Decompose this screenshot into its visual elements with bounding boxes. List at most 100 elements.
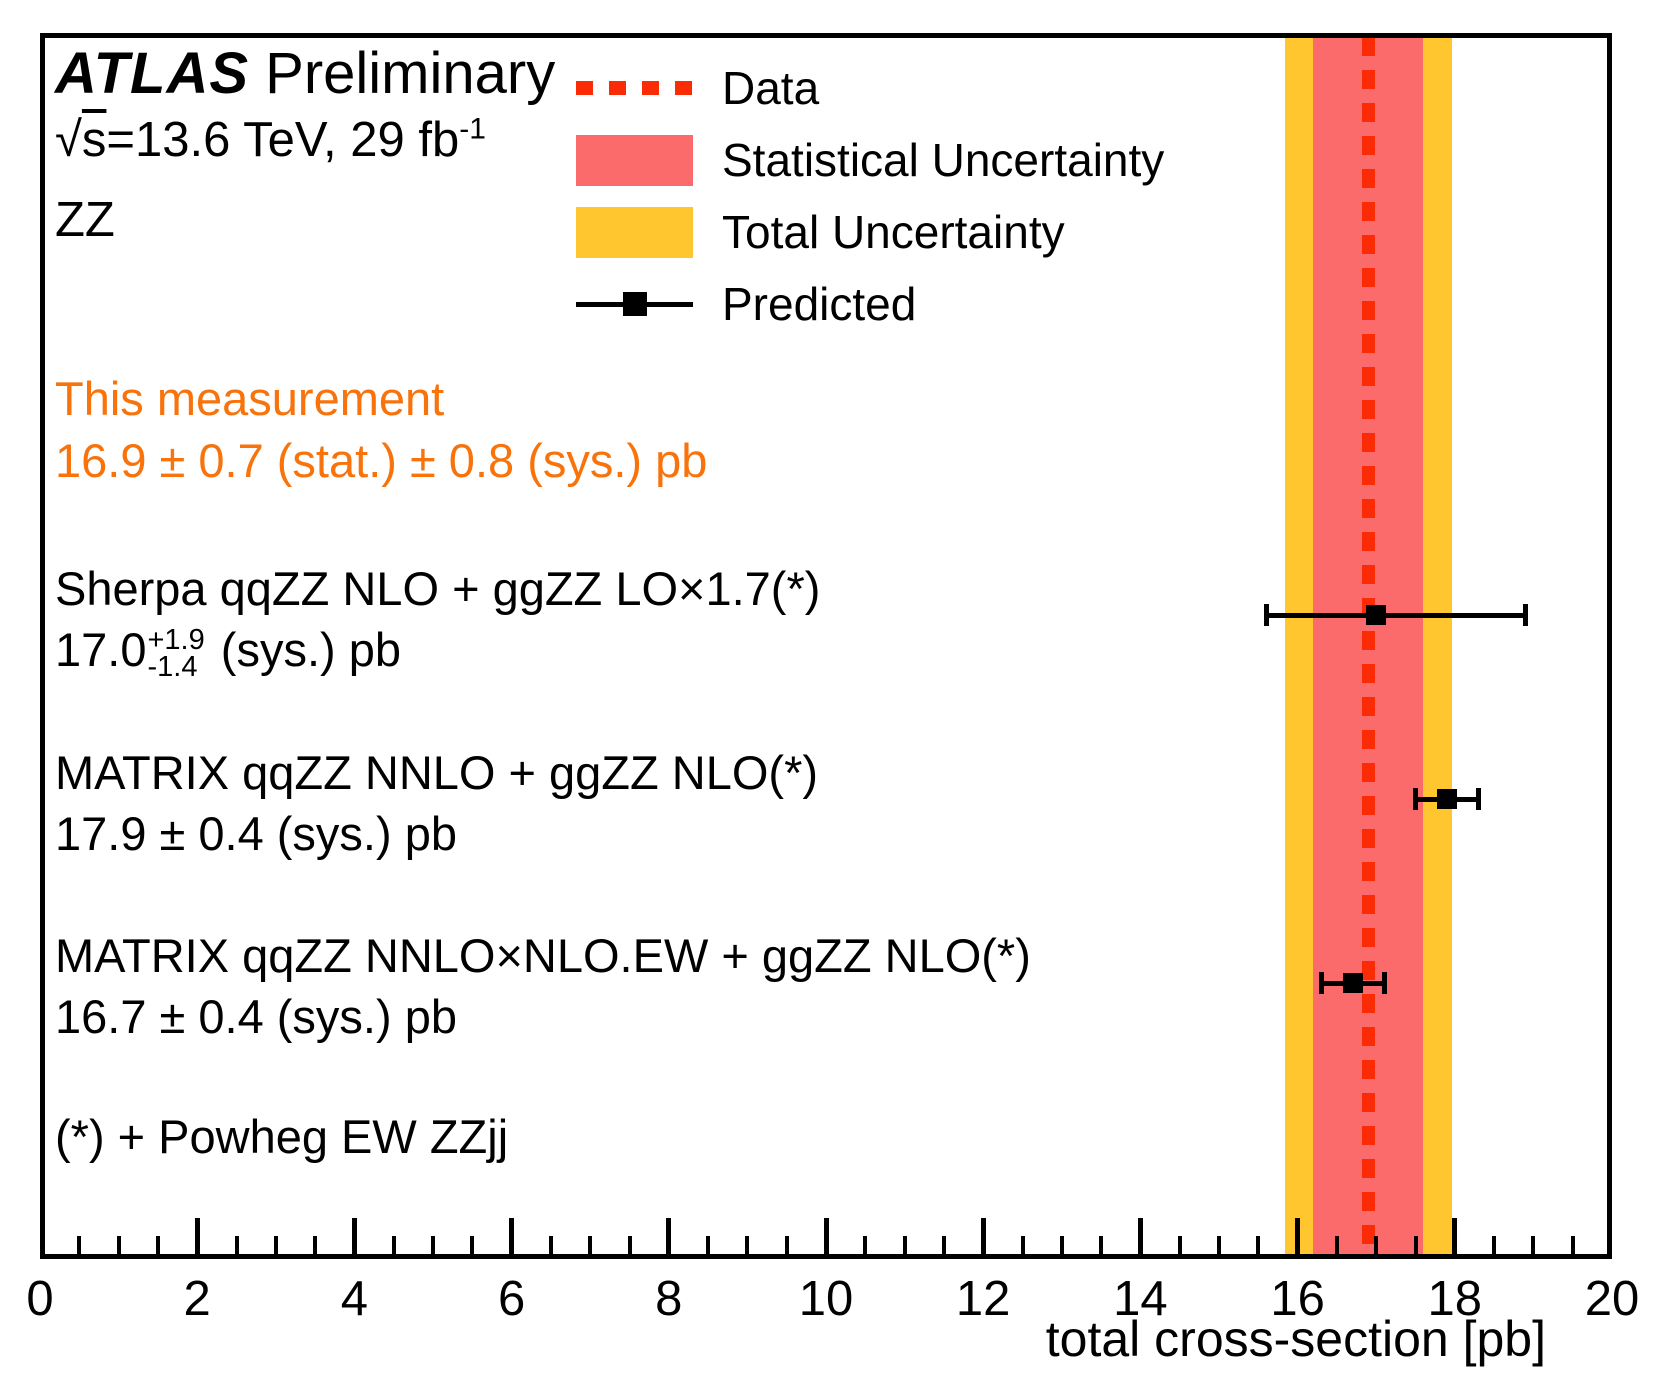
legend-entry-stat-uncertainty: Statistical Uncertainty — [576, 132, 1164, 188]
lumi-exponent: -1 — [459, 112, 486, 146]
x-axis-minor-tick — [941, 1236, 946, 1254]
square-marker-icon — [622, 292, 647, 316]
x-axis-minor-tick — [1374, 1236, 1379, 1254]
x-axis-minor-tick — [706, 1236, 711, 1254]
x-axis-minor-tick — [313, 1236, 318, 1254]
x-axis-minor-tick — [116, 1236, 121, 1254]
energy-lumi-text: =13.6 TeV, 29 fb — [106, 113, 460, 167]
experiment-name: ATLAS — [55, 41, 250, 106]
value-suffix: (sys.) pb — [207, 623, 401, 676]
beam-conditions: √s=13.6 TeV, 29 fb-1 — [55, 112, 486, 168]
x-axis-major-tick — [1137, 1218, 1143, 1254]
prediction-value: 16.7 ± 0.4 (sys.) pb — [55, 990, 457, 1043]
x-axis-tick-label: 6 — [497, 1272, 526, 1326]
x-axis-minor-tick — [470, 1236, 475, 1254]
x-axis-tick-label: 12 — [955, 1272, 1011, 1326]
prediction-label-sherpa: Sherpa qqZZ NLO + ggZZ LO×1.7(*) 17.0 +1.… — [55, 558, 820, 681]
x-axis-minor-tick — [1256, 1236, 1261, 1254]
x-axis-minor-tick — [1334, 1236, 1339, 1254]
prediction-name: MATRIX qqZZ NNLO×NLO.EW + ggZZ NLO(*) — [55, 929, 1031, 982]
error-bar-cap — [1263, 604, 1269, 626]
prediction-error-bar — [1266, 612, 1526, 618]
sqrt-s-symbol: s — [81, 113, 107, 167]
x-axis-minor-tick — [627, 1236, 632, 1254]
x-axis-minor-tick — [1531, 1236, 1536, 1254]
x-axis-tick-label: 20 — [1584, 1272, 1640, 1326]
x-axis-tick-label: 4 — [340, 1272, 369, 1326]
prediction-label-matrix-nnlo: MATRIX qqZZ NNLO + ggZZ NLO(*) 17.9 ± 0.… — [55, 742, 818, 864]
x-axis-major-tick — [194, 1218, 200, 1254]
status-label: Preliminary — [265, 41, 556, 106]
legend-entry-predicted: Predicted — [576, 276, 916, 332]
legend-entry-data: Data — [576, 60, 819, 116]
value-central: 17.0 — [55, 623, 147, 676]
x-axis-tick-label: 18 — [1427, 1272, 1483, 1326]
x-axis-minor-tick — [77, 1236, 82, 1254]
measurement-value: 16.9 ± 0.7 (stat.) ± 0.8 (sys.) pb — [55, 434, 708, 487]
x-axis-minor-tick — [234, 1236, 239, 1254]
prediction-label-matrix-nnlo-ew: MATRIX qqZZ NNLO×NLO.EW + ggZZ NLO(*) 16… — [55, 925, 1031, 1047]
legend-entry-total-uncertainty: Total Uncertainty — [576, 204, 1065, 260]
x-axis-minor-tick — [588, 1236, 593, 1254]
error-bar-cap — [1413, 788, 1418, 810]
prediction-marker — [1366, 605, 1387, 625]
x-axis-major-tick — [666, 1218, 672, 1254]
x-axis-minor-tick — [548, 1236, 553, 1254]
sqrt-sign: √ — [55, 113, 82, 167]
x-axis-major-tick — [351, 1218, 357, 1254]
x-axis-minor-tick — [863, 1236, 868, 1254]
legend-label: Statistical Uncertainty — [722, 134, 1165, 186]
x-axis-tick-label: 8 — [655, 1272, 683, 1326]
x-axis-major-tick — [509, 1218, 515, 1254]
error-bar-cap — [1381, 972, 1387, 994]
error-bar-cap — [1475, 788, 1481, 810]
prediction-name: Sherpa qqZZ NLO + ggZZ LO×1.7(*) — [55, 562, 821, 615]
x-axis-minor-tick — [431, 1236, 435, 1254]
x-axis-major-tick — [980, 1218, 986, 1254]
legend-label: Predicted — [722, 278, 917, 330]
stat-uncertainty-swatch — [576, 134, 693, 186]
x-axis-major-tick — [1452, 1218, 1458, 1254]
data-line-swatch — [576, 81, 693, 95]
data-measured-value-line — [1361, 37, 1375, 1256]
x-axis-tick-label: 16 — [1270, 1272, 1325, 1326]
error-bar-cap — [1318, 972, 1324, 994]
x-axis-minor-tick — [1099, 1236, 1104, 1254]
x-axis-tick-label: 2 — [183, 1272, 211, 1326]
x-axis-minor-tick — [902, 1236, 907, 1254]
x-axis-major-tick — [1295, 1218, 1301, 1254]
legend-label: Data — [722, 62, 820, 114]
prediction-marker — [1342, 973, 1363, 993]
x-axis-minor-tick — [155, 1236, 160, 1254]
prediction-marker — [1436, 789, 1457, 809]
x-axis-tick-label: 0 — [26, 1272, 54, 1326]
x-axis-minor-tick — [745, 1236, 750, 1254]
asymmetric-uncertainty: +1.9 -1.4 — [147, 625, 204, 681]
x-axis-minor-tick — [1413, 1236, 1418, 1254]
prediction-value: 17.0 +1.9 -1.4 (sys.) pb — [55, 619, 820, 681]
legend-label: Total Uncertainty — [722, 206, 1065, 258]
x-axis-title: total cross-section [pb] — [1045, 1311, 1546, 1367]
footnote: (*) + Powheg EW ZZjj — [55, 1110, 509, 1163]
x-axis-minor-tick — [1020, 1236, 1025, 1254]
x-axis-tick-label: 14 — [1113, 1272, 1168, 1326]
x-axis-minor-tick — [1177, 1236, 1182, 1254]
x-axis-minor-tick — [784, 1236, 789, 1254]
prediction-name: MATRIX qqZZ NNLO + ggZZ NLO(*) — [55, 746, 819, 799]
measurement-title: This measurement — [55, 372, 445, 425]
total-uncertainty-swatch — [576, 206, 693, 258]
this-measurement-block: This measurement 16.9 ± 0.7 (stat.) ± 0.… — [55, 368, 707, 492]
x-axis-major-tick — [823, 1218, 829, 1254]
predicted-marker-swatch — [576, 292, 693, 316]
plot-header: ATLAS Preliminary — [55, 40, 555, 107]
x-axis-minor-tick — [1217, 1236, 1221, 1254]
x-axis-minor-tick — [391, 1236, 396, 1254]
x-axis-minor-tick — [1059, 1236, 1064, 1254]
x-axis-minor-tick — [273, 1236, 278, 1254]
x-axis-minor-tick — [1570, 1236, 1575, 1254]
channel-label: ZZ — [55, 193, 115, 247]
x-axis-minor-tick — [1492, 1236, 1497, 1254]
prediction-value: 17.9 ± 0.4 (sys.) pb — [55, 807, 457, 860]
x-axis-tick-label: 10 — [798, 1272, 854, 1326]
